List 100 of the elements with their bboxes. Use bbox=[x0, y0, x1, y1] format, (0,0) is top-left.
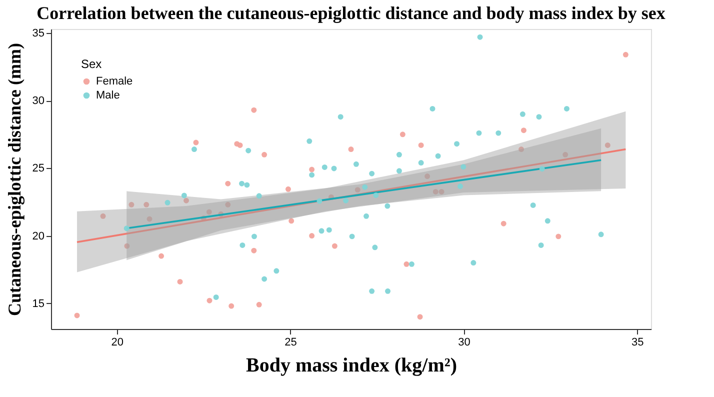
x-tick-label: 20 bbox=[111, 336, 124, 348]
point bbox=[309, 166, 315, 172]
point bbox=[496, 130, 502, 136]
point bbox=[530, 202, 536, 208]
point bbox=[164, 200, 170, 206]
point bbox=[100, 213, 106, 219]
point bbox=[408, 261, 414, 267]
point bbox=[500, 220, 506, 226]
x-tick-label: 25 bbox=[284, 336, 297, 348]
x-tick-label: 35 bbox=[632, 336, 644, 348]
point bbox=[318, 228, 324, 234]
y-tick-label: 15 bbox=[32, 298, 44, 310]
point bbox=[536, 114, 542, 120]
point bbox=[539, 166, 545, 172]
point bbox=[435, 153, 441, 159]
point bbox=[369, 288, 375, 294]
point bbox=[477, 34, 483, 40]
point bbox=[354, 187, 360, 193]
point bbox=[556, 234, 562, 240]
point bbox=[564, 106, 570, 112]
x-tick-label: 30 bbox=[458, 336, 470, 348]
point bbox=[306, 138, 312, 144]
point bbox=[124, 243, 130, 249]
y-tick-label: 25 bbox=[32, 162, 44, 175]
point bbox=[404, 261, 410, 267]
point bbox=[262, 152, 268, 158]
point bbox=[251, 107, 257, 113]
point bbox=[252, 234, 257, 240]
chart-title: Correlation between the cutaneous-epiglottic distance and body mass index by sex bbox=[36, 3, 666, 24]
point bbox=[396, 168, 402, 174]
point bbox=[225, 180, 231, 186]
point bbox=[184, 198, 189, 204]
point bbox=[237, 142, 243, 148]
point bbox=[348, 146, 354, 152]
point bbox=[326, 227, 332, 233]
point bbox=[417, 314, 423, 320]
point bbox=[418, 160, 424, 166]
point bbox=[246, 148, 252, 154]
point bbox=[225, 202, 231, 208]
point bbox=[373, 192, 379, 198]
point bbox=[206, 209, 212, 215]
point bbox=[309, 233, 315, 238]
point bbox=[331, 166, 337, 172]
point bbox=[622, 52, 628, 58]
point bbox=[322, 164, 328, 170]
point bbox=[181, 192, 187, 198]
point bbox=[438, 188, 444, 194]
point bbox=[458, 184, 463, 190]
point bbox=[372, 244, 378, 250]
point bbox=[213, 294, 219, 300]
line-series bbox=[76, 148, 627, 244]
point bbox=[124, 226, 130, 232]
point bbox=[418, 142, 424, 148]
point bbox=[343, 198, 349, 204]
point bbox=[384, 203, 390, 209]
point bbox=[239, 180, 244, 186]
point bbox=[256, 302, 262, 308]
point bbox=[454, 141, 460, 147]
point bbox=[598, 232, 604, 238]
point bbox=[520, 128, 526, 134]
point bbox=[424, 174, 430, 180]
point bbox=[74, 312, 80, 318]
point bbox=[476, 130, 482, 136]
point bbox=[460, 164, 466, 170]
point bbox=[470, 260, 476, 266]
point bbox=[369, 170, 375, 176]
y-axis-title: Cutaneous-epiglottic distance (mm) bbox=[4, 43, 24, 316]
point bbox=[544, 218, 550, 224]
point bbox=[177, 278, 183, 284]
point bbox=[562, 152, 568, 158]
y-tick-label: 30 bbox=[32, 95, 44, 108]
point bbox=[240, 242, 246, 248]
point bbox=[228, 303, 234, 309]
point bbox=[158, 253, 164, 259]
point bbox=[430, 106, 436, 112]
point bbox=[364, 213, 369, 219]
point bbox=[338, 114, 344, 120]
point bbox=[353, 161, 359, 167]
point bbox=[285, 186, 291, 192]
point bbox=[244, 182, 250, 188]
point bbox=[520, 111, 526, 117]
point bbox=[144, 202, 150, 208]
point bbox=[385, 288, 390, 294]
point bbox=[349, 234, 355, 240]
point bbox=[309, 172, 315, 178]
x-axis-title: Body mass index (kg/m²) bbox=[246, 354, 458, 376]
legend-label: Female bbox=[96, 76, 133, 88]
point bbox=[206, 298, 212, 304]
point bbox=[146, 216, 152, 222]
point bbox=[288, 218, 294, 224]
point bbox=[274, 268, 280, 274]
point bbox=[316, 198, 322, 204]
point bbox=[538, 242, 544, 248]
point bbox=[400, 132, 406, 138]
point bbox=[332, 243, 338, 249]
y-tick-label: 35 bbox=[32, 28, 44, 40]
point bbox=[518, 146, 524, 152]
point bbox=[604, 142, 610, 148]
point bbox=[432, 188, 438, 194]
point bbox=[192, 146, 197, 152]
